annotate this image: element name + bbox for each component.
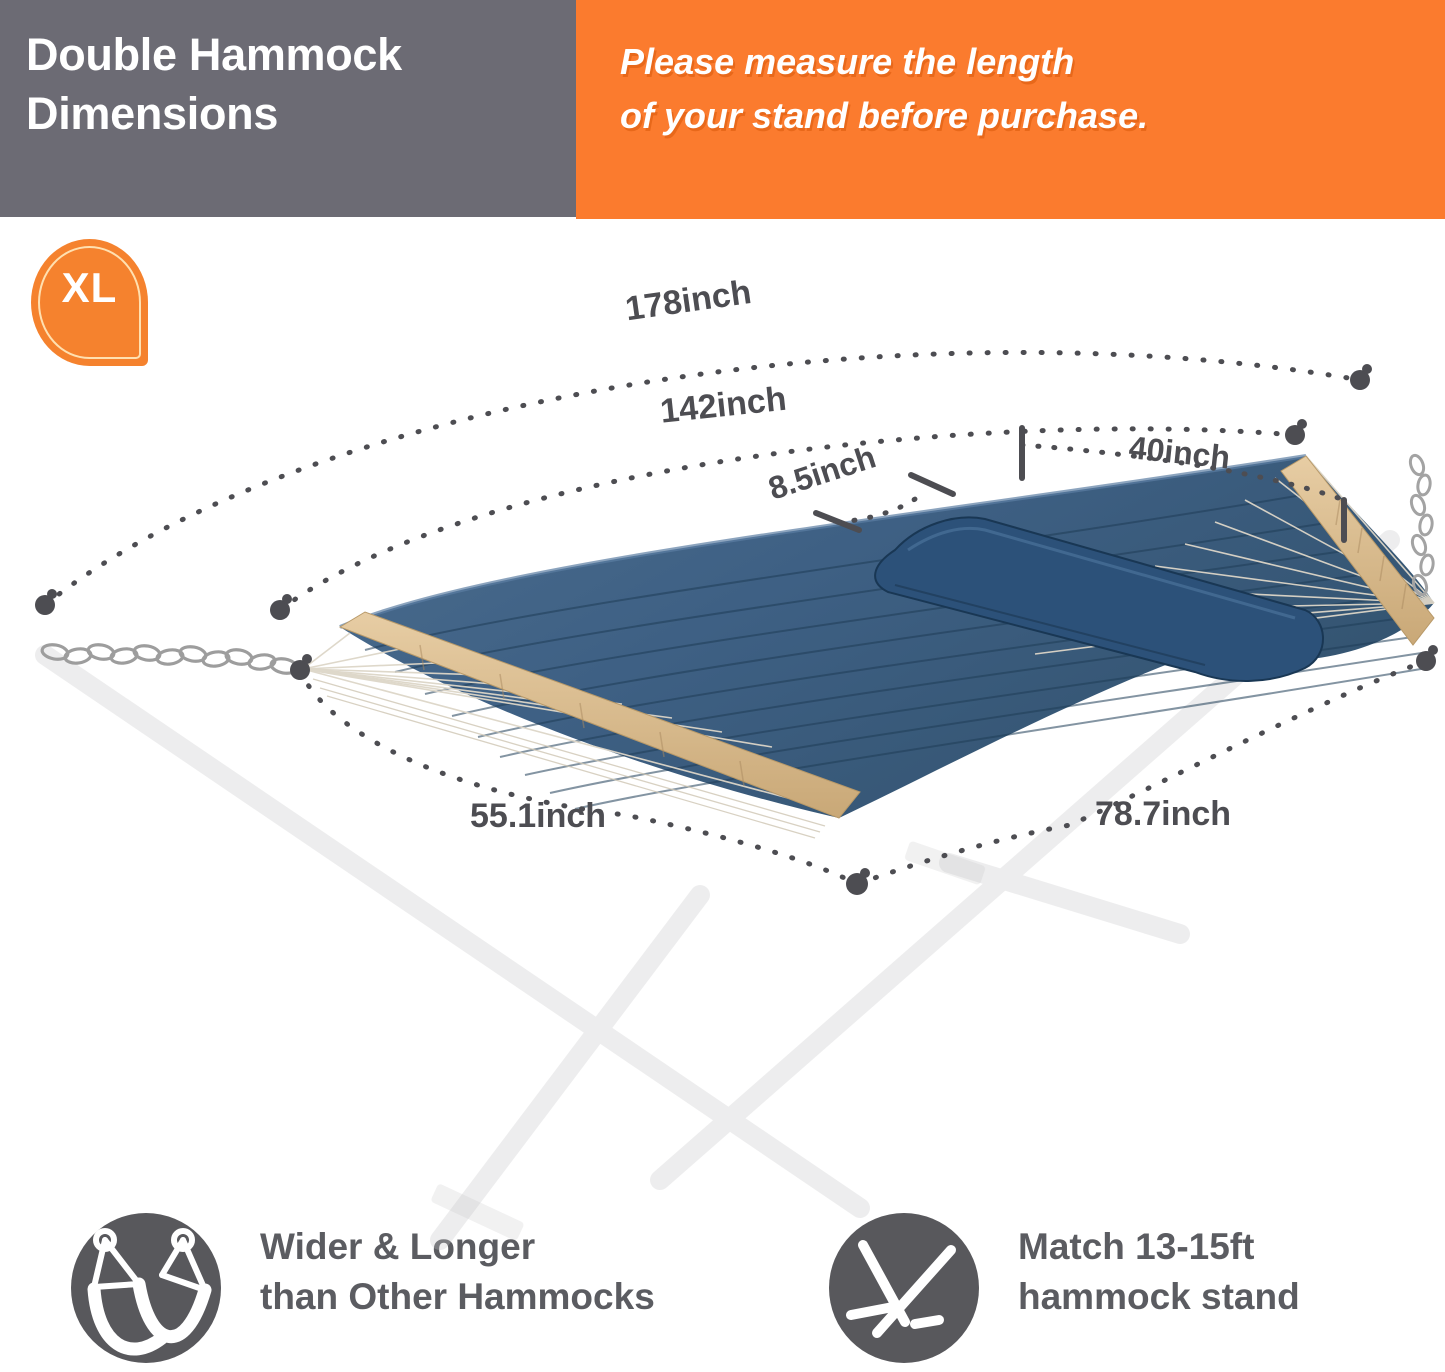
svg-text:55.1inch: 55.1inch	[470, 797, 606, 835]
svg-text:8.5inch: 8.5inch	[764, 438, 880, 506]
svg-text:142inch: 142inch	[658, 380, 788, 431]
svg-text:78.7inch: 78.7inch	[1095, 795, 1231, 833]
svg-text:40inch: 40inch	[1127, 429, 1232, 475]
svg-text:178inch: 178inch	[623, 273, 754, 328]
